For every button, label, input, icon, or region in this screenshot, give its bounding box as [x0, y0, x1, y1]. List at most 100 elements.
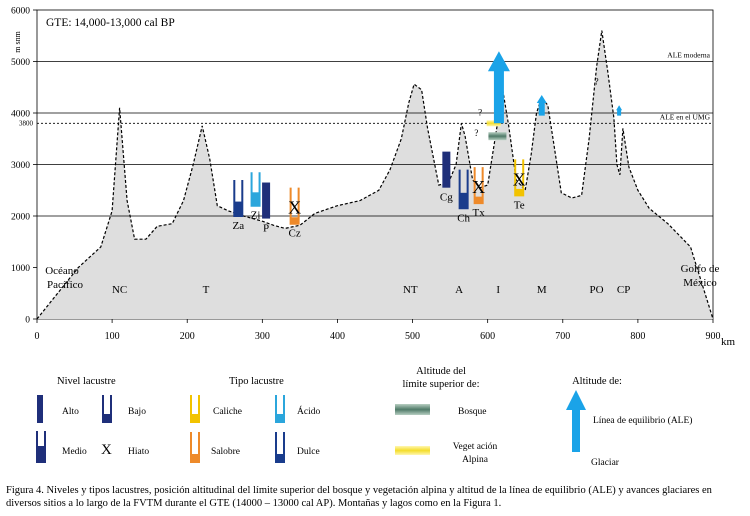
- legend-glaciar-label: Glaciar: [591, 458, 620, 468]
- site-hiato-Cz: X: [288, 198, 301, 218]
- legend-ale-title: Altitude de:: [572, 376, 622, 387]
- chart-title: GTE: 14,000-13,000 cal BP: [46, 17, 175, 29]
- site-fill-Ch: [459, 192, 468, 209]
- mountain-label-T: T: [203, 284, 210, 296]
- legend-caliche-label: Caliche: [213, 407, 242, 417]
- site-bar-Cg: [442, 151, 451, 188]
- profile-line: [36, 30, 714, 320]
- site-Ch: Ch: [457, 169, 471, 224]
- x-tick-label-200: 200: [180, 331, 195, 342]
- x-tick-label-600: 600: [480, 331, 495, 342]
- figure-caption: Figura 4. Niveles y tipos lacustres, pos…: [6, 485, 712, 509]
- site-label-P: P: [263, 223, 269, 235]
- legend-medio-swatch: [37, 446, 45, 462]
- mountain-label-CP: CP: [617, 284, 630, 296]
- site-P: P: [262, 182, 271, 235]
- site-Za: Za: [232, 179, 244, 232]
- site-label-Tx: Tx: [473, 207, 486, 219]
- question-mark-2: ?: [595, 77, 599, 87]
- site-hiato-Te: X: [513, 169, 526, 189]
- hline-label-5000: ALE moderna: [667, 51, 710, 60]
- side-label-3: México: [683, 277, 717, 289]
- legend-tipo-title: Tipo lacustre: [229, 376, 284, 387]
- mountain-label-PO: PO: [590, 284, 604, 296]
- mountain-label-NT: NT: [403, 284, 418, 296]
- question-mark-1: ?: [474, 128, 478, 138]
- site-label-Cg: Cg: [440, 192, 453, 204]
- site-label-Zi: Zi: [251, 210, 261, 222]
- legend-salobre-label: Salobre: [211, 447, 240, 457]
- axis-ticks: 0 100 200 300 400 500 600 700 800 900 0 1000 2000 300…: [11, 7, 721, 343]
- x-tick-label-700: 700: [555, 331, 570, 342]
- legend-vegetacion-label-2: Alpina: [462, 455, 489, 465]
- x-axis-label: km: [721, 336, 736, 348]
- site-label-Cz: Cz: [289, 228, 301, 240]
- site-fill-Za: [234, 201, 243, 216]
- legend-hiato-symbol: X: [101, 442, 112, 458]
- site-fill-Te: [515, 188, 524, 196]
- y-tick-label-6000: 6000: [11, 7, 30, 17]
- legend-bajo: Bajo: [102, 395, 146, 423]
- legend-salobre: Salobre: [190, 432, 240, 463]
- plot-labels: ALE moderna ALE en el UMG NC T NT A I M PO CP Océa…: [45, 51, 719, 297]
- legend-hiato: X Hiato: [101, 442, 149, 458]
- legend-nivel-title: Nivel lacustre: [57, 376, 116, 387]
- y-tick-label-2000: 2000: [11, 213, 30, 223]
- site-Cg: Cg: [440, 151, 453, 204]
- site-outline-Cz: [289, 187, 300, 225]
- legend-ale-label: Línea de equilibrio (ALE): [593, 415, 692, 426]
- site-bar-P: [262, 182, 271, 219]
- lake-sites: Za ZiP X Cz Cg Ch X Tx X Te: [232, 151, 526, 240]
- legend-bosque-label: Bosque: [458, 407, 487, 417]
- y-axis-label: m snm: [13, 30, 22, 52]
- legend: Nivel lacustre Alto Bajo Medio X Hiato T…: [36, 366, 692, 468]
- legend-acido-swatch: [276, 414, 284, 422]
- mountain-label-I: I: [496, 284, 500, 296]
- y-tick-label-4000: 4000: [11, 110, 30, 120]
- x-tick-label-500: 500: [405, 331, 420, 342]
- site-label-Te: Te: [514, 199, 525, 211]
- figure: Za ZiP X Cz Cg Ch X Tx X Te ??? 0 100 200 300 400 500 6…: [11, 7, 736, 469]
- side-label-1: Pacífico: [47, 279, 84, 291]
- site-Cz: X Cz: [288, 187, 301, 240]
- y-tick-label-1000: 1000: [11, 264, 30, 274]
- site-fill-Tx: [474, 196, 483, 204]
- x-tick-label-400: 400: [330, 331, 345, 342]
- x-tick-label-800: 800: [630, 331, 645, 342]
- x-tick-label-0: 0: [35, 331, 40, 342]
- side-label-2: Golfo de: [681, 263, 720, 275]
- site-fill-Cz: [290, 217, 299, 224]
- x-tick-label-100: 100: [105, 331, 120, 342]
- site-Tx: X Tx: [472, 167, 485, 219]
- legend-alto: Alto: [37, 395, 79, 423]
- legend-salobre-swatch: [191, 454, 199, 462]
- legend-dulce-label: Dulce: [297, 447, 320, 457]
- legend-alto-swatch: [37, 395, 43, 423]
- y-tick-label-0: 0: [25, 316, 30, 326]
- y-tick-label-3000: 3000: [11, 161, 30, 171]
- y-tick-label-5000: 5000: [11, 58, 30, 68]
- legend-acido-label: Ácido: [297, 405, 320, 417]
- site-Te: X Te: [513, 159, 526, 211]
- ela-arrows: [487, 51, 623, 124]
- legend-caliche-swatch: [191, 414, 199, 422]
- legend-altitud-title-2: límite superior de:: [403, 379, 480, 390]
- mountain-label-M: M: [537, 284, 547, 296]
- site-label-Za: Za: [232, 220, 244, 232]
- legend-caliche: Caliche: [190, 395, 242, 423]
- vegetation-markers: ???: [474, 77, 599, 141]
- legend-alpina-swatch: [395, 446, 430, 455]
- legend-dulce-swatch: [276, 454, 284, 462]
- mountain-label-A: A: [455, 284, 463, 296]
- alpine-marker-0: [486, 120, 501, 127]
- site-label-Ch: Ch: [457, 212, 470, 224]
- hline-label-3800: ALE en el UMG: [660, 112, 711, 121]
- legend-acido: Ácido: [275, 395, 320, 423]
- legend-bajo-label: Bajo: [128, 407, 146, 417]
- legend-vegetacion-label-1: Veget ación: [453, 442, 498, 452]
- mountain-label-NC: NC: [112, 284, 127, 296]
- reference-lines: [37, 61, 713, 217]
- legend-hiato-label: Hiato: [128, 447, 149, 457]
- ela-arrow-1: [536, 94, 547, 116]
- legend-medio: Medio: [36, 431, 87, 463]
